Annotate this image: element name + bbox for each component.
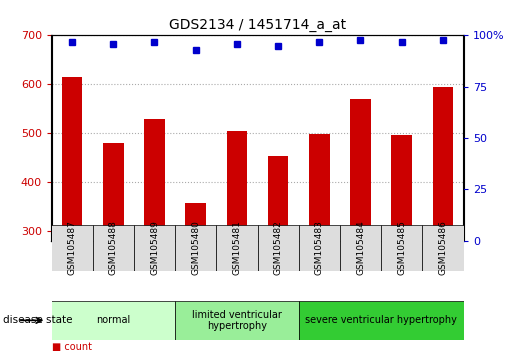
- Text: GSM105488: GSM105488: [109, 220, 118, 275]
- Text: disease state: disease state: [3, 315, 72, 325]
- Bar: [309, 134, 330, 241]
- FancyBboxPatch shape: [299, 225, 340, 271]
- Bar: [433, 87, 453, 241]
- Bar: [268, 156, 288, 241]
- FancyBboxPatch shape: [422, 225, 464, 271]
- FancyBboxPatch shape: [340, 225, 381, 271]
- FancyBboxPatch shape: [175, 225, 216, 271]
- Title: GDS2134 / 1451714_a_at: GDS2134 / 1451714_a_at: [169, 18, 346, 32]
- Text: GSM105485: GSM105485: [397, 220, 406, 275]
- Text: GSM105481: GSM105481: [232, 220, 242, 275]
- Bar: [227, 131, 247, 241]
- Bar: [391, 135, 412, 241]
- Bar: [350, 99, 371, 241]
- FancyBboxPatch shape: [175, 301, 299, 340]
- FancyBboxPatch shape: [299, 301, 464, 340]
- Bar: [144, 119, 165, 241]
- FancyBboxPatch shape: [52, 301, 175, 340]
- FancyBboxPatch shape: [93, 225, 134, 271]
- Text: limited ventricular
hypertrophy: limited ventricular hypertrophy: [192, 309, 282, 331]
- FancyBboxPatch shape: [134, 225, 175, 271]
- Text: normal: normal: [96, 315, 130, 325]
- Text: GSM105483: GSM105483: [315, 220, 324, 275]
- FancyBboxPatch shape: [381, 225, 422, 271]
- Bar: [103, 143, 124, 241]
- FancyBboxPatch shape: [258, 225, 299, 271]
- Bar: [62, 77, 82, 241]
- Text: GSM105487: GSM105487: [67, 220, 77, 275]
- Text: severe ventricular hypertrophy: severe ventricular hypertrophy: [305, 315, 457, 325]
- Text: ■ count: ■ count: [52, 342, 92, 352]
- FancyBboxPatch shape: [216, 225, 258, 271]
- Text: GSM105482: GSM105482: [273, 221, 283, 275]
- Bar: [185, 202, 206, 241]
- FancyBboxPatch shape: [52, 225, 93, 271]
- Text: GSM105489: GSM105489: [150, 220, 159, 275]
- Text: GSM105480: GSM105480: [191, 220, 200, 275]
- Text: GSM105486: GSM105486: [438, 220, 448, 275]
- Text: GSM105484: GSM105484: [356, 221, 365, 275]
